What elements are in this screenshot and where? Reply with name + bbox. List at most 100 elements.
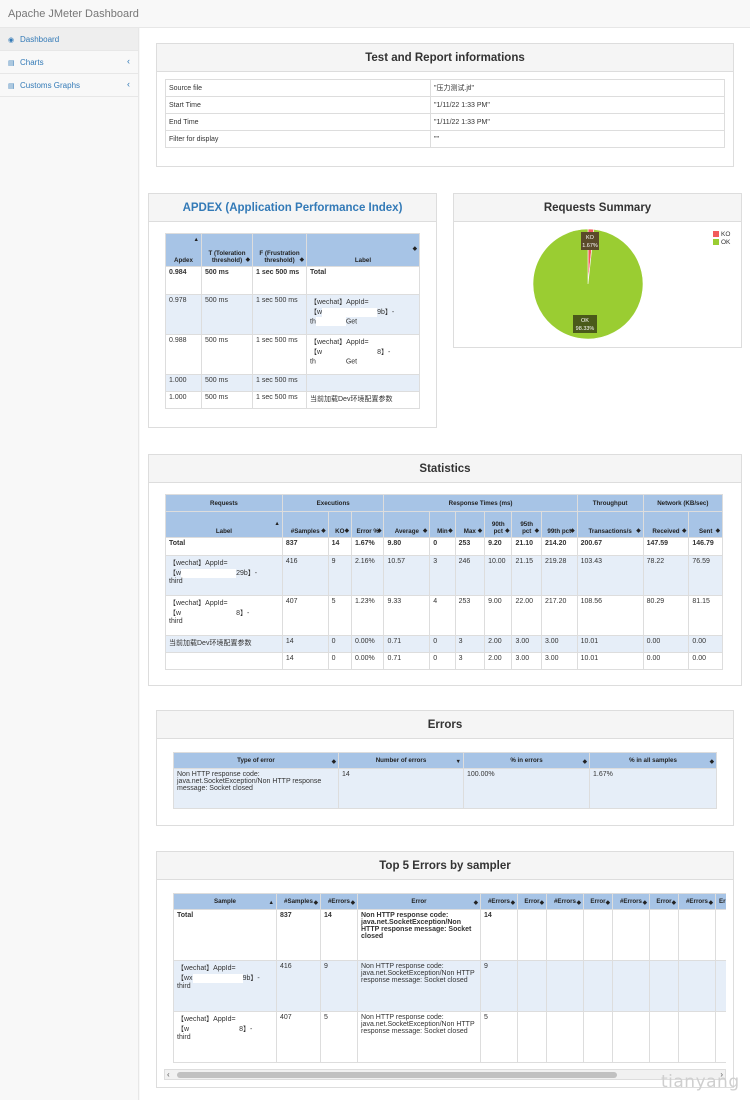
column-header-error[interactable]: Error ◆	[357, 893, 481, 910]
pie-label-ko: KO 1.67%	[581, 232, 599, 250]
column-header-label[interactable]: Label ▲	[165, 511, 283, 538]
column-header-label[interactable]: Label ◆	[306, 233, 420, 267]
panel-title: Errors	[157, 711, 733, 739]
column-header-errors[interactable]: #Errors ◆	[546, 893, 584, 910]
panel-title: Top 5 Errors by sampler	[157, 852, 733, 880]
info-value: "压力测试.jtl"	[430, 79, 725, 97]
table-group-header-row: Requests Executions Response Times (ms) …	[165, 494, 724, 512]
sort-icon: ◆	[245, 257, 250, 263]
pie-slice-ok[interactable]	[532, 228, 644, 340]
group-header-throughput: Throughput	[576, 494, 644, 512]
column-header-errors[interactable]: #Errors ◆	[678, 893, 716, 910]
table-row: 当前加载Dev环境配置参数 14 0 0.00% 0.71 0 3 2.00 3.00 3.00 1…	[165, 635, 723, 653]
column-header-average[interactable]: Average ◆	[383, 511, 431, 538]
legend-item-ko[interactable]: KO	[713, 231, 730, 238]
column-header-received[interactable]: Received ◆	[642, 511, 690, 538]
table-row: 【wechat】AppId= 【w 8】- third 407 5 1.23% 9.33 4 2…	[165, 595, 723, 636]
column-header-samples[interactable]: #Samples ◆	[276, 893, 321, 910]
svg-text:98.33%: 98.33%	[576, 326, 595, 332]
panel-title: APDEX (Application Performance Index)	[149, 194, 436, 222]
column-header-error[interactable]: Error ◆	[649, 893, 679, 910]
column-header-error-pct[interactable]: Error % ◆	[350, 511, 385, 538]
chart-icon: ▤	[8, 60, 15, 67]
column-header-min[interactable]: Min ◆	[429, 511, 456, 538]
sidebar-item-dashboard[interactable]: ◉ Dashboard	[0, 28, 138, 51]
column-header-errors[interactable]: #Errors ◆	[612, 893, 650, 910]
top5-errors-table: Sample ▲ #Samples ◆ #Errors ◆ Error ◆ #Error…	[173, 893, 726, 1063]
column-header-99th[interactable]: 99th pct ◆	[540, 511, 578, 538]
scroll-right-icon[interactable]: ›	[720, 1070, 723, 1079]
sidebar-item-customs-graphs[interactable]: ▤ Customs Graphs ‹	[0, 74, 138, 97]
table-row: 【wechat】AppId= 【w 29b】- third 416 9 2.16% 10.5…	[165, 555, 723, 596]
column-header-transactions[interactable]: Transactions/s ◆	[576, 511, 644, 538]
info-key: Source file	[165, 79, 431, 97]
table-row: Total 837 14 Non HTTP response code: java.n…	[173, 909, 726, 961]
info-key: Filter for display	[165, 130, 431, 148]
table-row: Source file "压力测试.jtl"	[165, 79, 725, 97]
table-row: 0.978 500 ms 1 sec 500 ms 【wechat】AppId= 【w…	[165, 294, 420, 335]
sidebar: ◉ Dashboard ▤ Charts ‹ ▤ Customs Graphs ‹	[0, 28, 139, 1100]
dashboard-icon: ◉	[8, 37, 15, 44]
column-header-95th[interactable]: 95th pct ◆	[511, 511, 542, 538]
legend-item-ok[interactable]: OK	[713, 239, 730, 246]
chart-legend: KO OK	[713, 231, 730, 247]
table-row: End Time "1/11/22 1:33 PM"	[165, 113, 725, 131]
column-header-max[interactable]: Max ◆	[454, 511, 486, 538]
info-value: "1/11/22 1:33 PM"	[430, 113, 725, 131]
statistics-table: Requests Executions Response Times (ms) …	[165, 494, 724, 670]
column-header-number-of-errors[interactable]: Number of errors ▼	[338, 752, 464, 769]
column-header-samples[interactable]: #Samples ◆	[281, 511, 329, 538]
panel-title: Test and Report informations	[157, 44, 733, 72]
scroll-left-icon[interactable]: ‹	[167, 1070, 170, 1079]
sidebar-item-label: Customs Graphs	[20, 81, 81, 90]
stat-label-cell: 【wechat】AppId= 【w 8】- third	[165, 595, 283, 636]
stat-label-cell: 【wechat】AppId= 【w 29b】- third	[165, 555, 283, 596]
group-header-executions: Executions	[281, 494, 385, 512]
panel-title: Requests Summary	[454, 194, 741, 222]
info-value: ""	[430, 130, 725, 148]
sidebar-item-charts[interactable]: ▤ Charts ‹	[0, 51, 138, 74]
table-row: 0.988 500 ms 1 sec 500 ms 【wechat】AppId= 【w…	[165, 334, 420, 375]
panel-title: Statistics	[149, 455, 741, 483]
scrollbar-thumb[interactable]	[177, 1072, 617, 1078]
column-header-sample[interactable]: Sample ▲	[173, 893, 277, 910]
apdex-table: Apdex ▲ T (Toleration threshold) ◆ F (Frus…	[165, 233, 420, 409]
chevron-left-icon[interactable]: ‹	[127, 79, 130, 89]
top-navbar: Apache JMeter Dashboard	[0, 0, 750, 28]
svg-text:1.67%: 1.67%	[582, 243, 598, 249]
group-header-network: Network (KB/sec)	[642, 494, 724, 512]
column-header-type-of-error[interactable]: Type of error ◆	[173, 752, 339, 769]
column-header-frustration[interactable]: F (Frustration threshold) ◆	[252, 233, 307, 267]
top5-label-cell: 【wechat】AppId= 【wx 9b】- third	[173, 960, 277, 1012]
svg-text:KO: KO	[586, 235, 595, 241]
column-header-ko[interactable]: KO ◆	[327, 511, 352, 538]
table-row: Non HTTP response code: java.net.SocketE…	[173, 768, 717, 809]
sort-icon: ▲	[193, 237, 199, 243]
column-header-toleration[interactable]: T (Toleration threshold) ◆	[201, 233, 253, 267]
horizontal-scrollbar[interactable]: ‹ ›	[164, 1069, 726, 1080]
test-info-table: Source file "压力测试.jtl" Start Time "1/11/22…	[165, 79, 725, 148]
app-title[interactable]: Apache JMeter Dashboard	[8, 8, 139, 20]
column-header-apdex[interactable]: Apdex ▲	[165, 233, 202, 267]
table-header-row: Apdex ▲ T (Toleration threshold) ◆ F (Frus…	[165, 233, 420, 267]
top5-label-cell: 【wechat】AppId= 【w 8】- third	[173, 1011, 277, 1063]
column-header-90th[interactable]: 90th pct ◆	[484, 511, 513, 538]
table-row: 1.000 500 ms 1 sec 500 ms 当前加载Dev环境配置参数	[165, 391, 420, 409]
apdex-label-cell: 【wechat】AppId= 【w 8】- th Get	[306, 334, 420, 375]
column-header-error[interactable]: Error ◆	[583, 893, 613, 910]
column-header-error[interactable]: Er	[715, 893, 726, 910]
pie-label-ok: OK 98.33%	[573, 315, 597, 333]
column-header-errors[interactable]: #Errors ◆	[320, 893, 358, 910]
top5-table-wrapper[interactable]: Sample ▲ #Samples ◆ #Errors ◆ Error ◆ #Error…	[173, 893, 726, 1068]
column-header-errors[interactable]: #Errors ◆	[480, 893, 518, 910]
table-row: 0.984 500 ms 1 sec 500 ms Total	[165, 266, 420, 295]
chevron-left-icon[interactable]: ‹	[127, 56, 130, 66]
column-header-pct-in-errors[interactable]: % in errors ◆	[463, 752, 590, 769]
column-header-pct-in-all[interactable]: % in all samples ◆	[589, 752, 717, 769]
sort-icon: ◆	[299, 257, 304, 263]
column-header-sent[interactable]: Sent ◆	[688, 511, 723, 538]
table-row: Total 837 14 1.67% 9.80 0 253 9.20 21.10 214.20 20…	[165, 537, 723, 556]
errors-table: Type of error ◆ Number of errors ▼ % in er…	[173, 752, 717, 809]
watermark-text: tianyang	[661, 1072, 740, 1092]
column-header-error[interactable]: Error ◆	[517, 893, 547, 910]
